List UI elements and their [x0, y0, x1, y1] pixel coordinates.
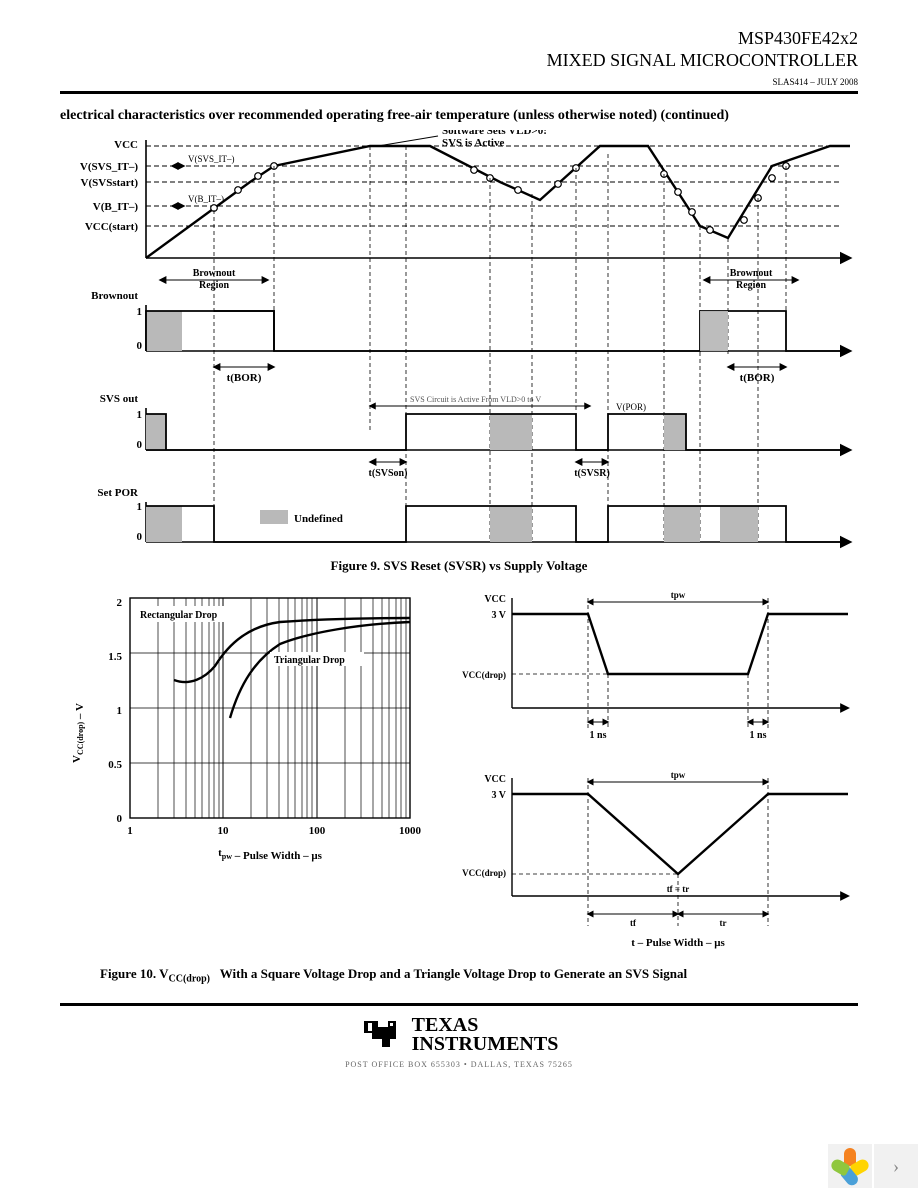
svg-text:t – Pulse Width –: t – Pulse Width – μs — [631, 937, 725, 949]
svg-text:VCC: VCC — [484, 774, 506, 785]
fig10-right: VCC 3 V VCC(drop) tpw — [458, 588, 858, 958]
doc-meta: SLAS414 – JULY 2008 — [60, 77, 858, 87]
lbl-vccstart: VCC(start) — [85, 221, 138, 233]
fig9-caption: Figure 9. SVS Reset (SVSR) vs Supply Vol… — [60, 558, 858, 574]
svg-text:1 ns: 1 ns — [750, 730, 767, 741]
brownout-left1: Brownout — [193, 268, 236, 279]
svg-text:2: 2 — [117, 597, 123, 609]
svg-text:0: 0 — [137, 531, 143, 543]
top-rule — [60, 91, 858, 94]
t-svsr: t(SVSR) — [574, 468, 610, 479]
v-annot-hi: V(SVS_IT–) — [188, 154, 235, 164]
svg-text:1: 1 — [117, 705, 123, 717]
vccdrop-top: VCC(drop) — [462, 670, 506, 680]
lbl-vcc: VCC — [114, 139, 138, 151]
svg-text:0: 0 — [137, 340, 143, 352]
3v-top: 3 V — [491, 610, 506, 621]
t-bor2: t(BOR) — [740, 372, 775, 384]
svg-text:10: 10 — [218, 825, 230, 837]
rect-label: Rectangular Drop — [140, 610, 218, 621]
sw-annot2: SVS is Active — [442, 137, 504, 149]
lbl-vbit: V(B_IT–) — [93, 201, 139, 213]
fig10-left-chart: 0 0.5 1 1.5 2 — [60, 588, 430, 878]
vpor: V(POR) — [616, 402, 646, 412]
svg-text:0: 0 — [117, 813, 123, 825]
lbl-svsstart: V(SVSstart) — [81, 177, 139, 189]
corner-widget: › — [828, 1144, 918, 1188]
brownout-left2: Region — [199, 280, 229, 291]
lbl-svsit: V(SVS_IT–) — [80, 161, 138, 173]
fig10-caption: Figure 10. VCC(drop) With a Square Volta… — [100, 966, 858, 985]
svg-text:1000: 1000 — [399, 825, 422, 837]
svg-text:3 V: 3 V — [491, 790, 506, 801]
sw-annot: Software Sets VLD>0: — [442, 130, 547, 137]
svg-text:tpw: tpw — [671, 590, 686, 600]
part-number: MSP430FE42x2 — [60, 28, 858, 50]
t-svson: t(SVSon) — [369, 468, 408, 479]
row-svsout: SVS out — [100, 393, 139, 405]
v-annot-lo: V(B_IT–) — [188, 194, 224, 204]
svg-text:0: 0 — [137, 439, 143, 451]
svg-text:tpw: tpw — [671, 770, 686, 780]
section-title: electrical characteristics over recommen… — [60, 108, 858, 124]
svs-circuit-label: SVS Circuit is Active From VLD>0 to V — [410, 395, 541, 404]
tri-label: Triangular Drop — [274, 655, 345, 666]
svg-text:100: 100 — [309, 825, 326, 837]
footer-address: POST OFFICE BOX 655303 • DALLAS, TEXAS 7… — [60, 1060, 858, 1069]
svg-text:VCC(drop): VCC(drop) — [462, 868, 506, 878]
bottom-rule — [60, 1003, 858, 1006]
svg-text:1: 1 — [137, 501, 143, 513]
figure9-svg: VCC V(SVS_IT–) V(SVSstart) V(B_IT–) VCC(… — [60, 130, 858, 550]
subtitle: MIXED SIGNAL MICROCONTROLLER — [60, 50, 858, 72]
svg-text:VCC(drop) – V: VCC(drop) – V — [71, 703, 86, 763]
t-bor1: t(BOR) — [227, 372, 262, 384]
svg-text:tf = tr: tf = tr — [667, 884, 690, 894]
svg-text:0.5: 0.5 — [108, 759, 122, 771]
ti-logo: TEXAS INSTRUMENTS — [60, 1016, 858, 1054]
svg-text:1.5: 1.5 — [108, 651, 122, 663]
row-setpor: Set POR — [97, 487, 139, 499]
svg-text:1: 1 — [137, 409, 143, 421]
svg-text:Brownout: Brownout — [730, 268, 773, 279]
svg-text:1 ns: 1 ns — [590, 730, 607, 741]
row-brownout: Brownout — [91, 290, 138, 302]
chevron-right-icon: › — [893, 1156, 899, 1177]
petal-icon — [828, 1144, 872, 1188]
svg-text:tf: tf — [630, 918, 637, 928]
next-page-button[interactable]: › — [874, 1144, 918, 1188]
vcc-top: VCC — [484, 594, 506, 605]
logo-line2: INSTRUMENTS — [412, 1033, 559, 1055]
svg-text:tr: tr — [720, 918, 727, 928]
svg-text:tpw – Pulse Width: tpw – Pulse Width – μs — [218, 847, 323, 862]
svg-text:1: 1 — [127, 825, 133, 837]
svg-text:Region: Region — [736, 280, 766, 291]
svg-text:1: 1 — [137, 306, 143, 318]
undefined-label: Undefined — [294, 513, 343, 525]
